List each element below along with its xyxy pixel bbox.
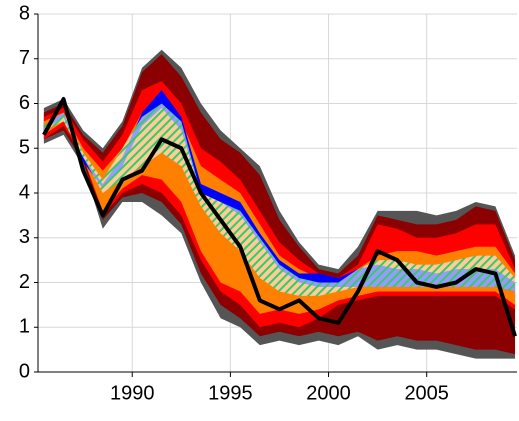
y-tick-label: 6	[19, 92, 30, 114]
y-tick-label: 3	[19, 226, 30, 248]
y-tick-label: 2	[19, 271, 30, 293]
y-tick-label: 1	[19, 316, 30, 338]
y-tick-label: 0	[19, 360, 30, 382]
x-tick-label: 1990	[110, 382, 155, 404]
x-tick-label: 1995	[208, 382, 253, 404]
y-tick-label: 7	[19, 47, 30, 69]
fan-band	[43, 103, 516, 296]
x-tick-label: 2000	[306, 382, 351, 404]
y-tick-label: 8	[19, 2, 30, 24]
y-tick-label: 4	[19, 181, 30, 203]
central-line	[42, 97, 517, 337]
y-tick-label: 5	[19, 137, 30, 159]
x-tick-label: 2005	[404, 382, 449, 404]
